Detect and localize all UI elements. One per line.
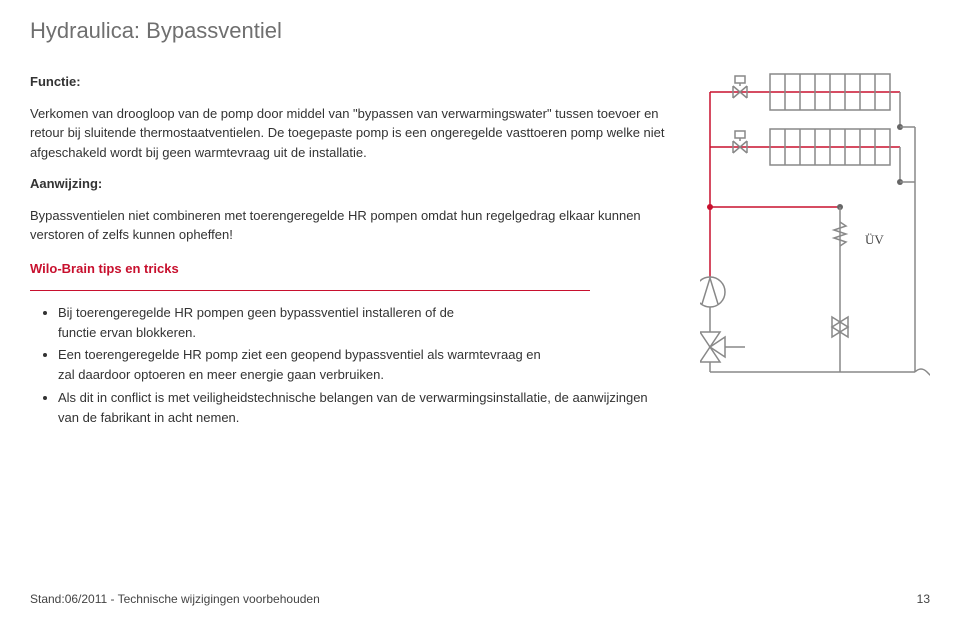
aanwijzing-label: Aanwijzing: (30, 174, 680, 194)
tip-text: Als dit in conflict is met veiligheidste… (58, 390, 648, 425)
tip-text: functie ervan blokkeren. (58, 325, 196, 340)
list-item: Bij toerengeregelde HR pompen geen bypas… (58, 303, 670, 343)
tip-text: Een toerengeregelde HR pomp ziet een geo… (58, 347, 541, 362)
functie-text: Verkomen van droogloop van de pomp door … (30, 104, 680, 163)
svg-text:ÜV: ÜV (865, 232, 884, 247)
tip-text: Bij toerengeregelde HR pompen geen bypas… (58, 305, 454, 320)
tips-rule (30, 290, 590, 291)
footer: Stand:06/2011 - Technische wijzigingen v… (30, 592, 930, 606)
tip-text: zal daardoor optoeren en meer energie ga… (58, 367, 384, 382)
diagram-column: ÜV (700, 72, 930, 430)
footer-left: Stand:06/2011 - Technische wijzigingen v… (30, 592, 320, 606)
tips-heading: Wilo-Brain tips en tricks (30, 259, 680, 279)
hydraulic-diagram-icon: ÜV (700, 72, 930, 392)
list-item: Als dit in conflict is met veiligheidste… (58, 388, 670, 428)
list-item: Een toerengeregelde HR pomp ziet een geo… (58, 345, 670, 385)
text-column: Functie: Verkomen van droogloop van de p… (30, 72, 680, 430)
functie-label: Functie: (30, 72, 680, 92)
tips-list: Bij toerengeregelde HR pompen geen bypas… (30, 303, 670, 428)
content-columns: Functie: Verkomen van droogloop van de p… (30, 72, 930, 430)
aanwijzing-text: Bypassventielen niet combineren met toer… (30, 206, 680, 245)
page-title: Hydraulica: Bypassventiel (30, 18, 930, 44)
page-number: 13 (917, 592, 930, 606)
page: Hydraulica: Bypassventiel Functie: Verko… (0, 0, 960, 620)
